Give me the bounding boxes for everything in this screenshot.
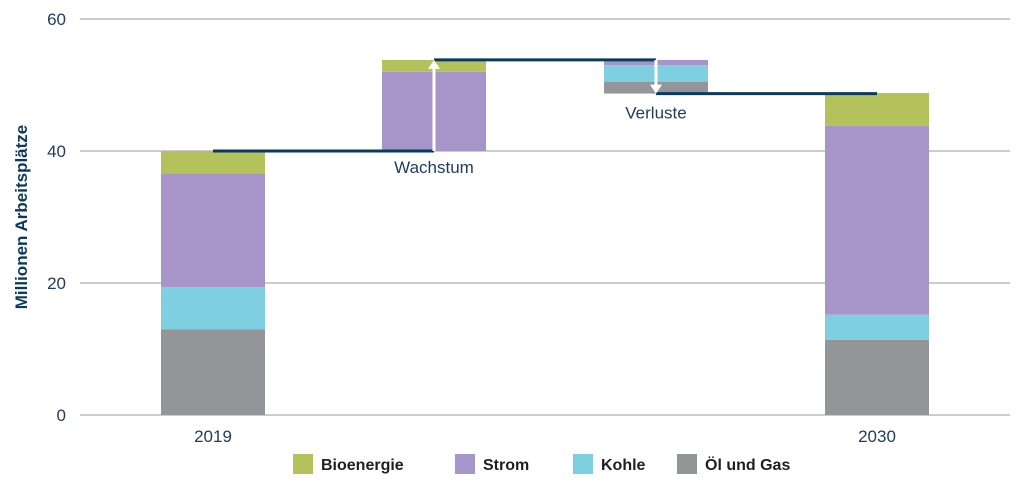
y-axis-ticks: 0 20 40 60 <box>47 10 66 425</box>
annotation-arrow-head <box>428 59 440 69</box>
bar-segment <box>825 314 929 340</box>
x-axis-ticks: 2019 2030 <box>194 427 896 446</box>
bar-segment <box>825 92 929 126</box>
bar-segment <box>161 286 265 330</box>
x-tick-label: 2030 <box>858 427 896 446</box>
annotations: Wachstum Verluste <box>394 59 687 177</box>
bar-segment <box>825 125 929 315</box>
annotation-label: Wachstum <box>394 158 474 177</box>
legend-swatch <box>455 454 475 474</box>
legend-label: Strom <box>483 457 529 474</box>
y-tick-label: 60 <box>47 10 66 29</box>
legend-swatch <box>293 454 313 474</box>
y-tick-label: 0 <box>57 406 66 425</box>
legend-label: Bioenergie <box>321 457 404 474</box>
bar-segment <box>161 173 265 287</box>
y-axis-label: Millionen Arbeitsplätze <box>12 125 31 310</box>
bars <box>161 59 929 415</box>
y-tick-label: 20 <box>47 274 66 293</box>
y-tick-label: 40 <box>47 142 66 161</box>
legend-swatch <box>573 454 593 474</box>
bar-segment <box>825 339 929 415</box>
legend: Bioenergie Strom Kohle Öl und Gas <box>293 454 790 474</box>
annotation-arrow-head <box>650 84 662 94</box>
annotation-label: Verluste <box>625 104 686 123</box>
legend-label: Kohle <box>601 457 646 474</box>
bar-segment <box>161 151 265 174</box>
legend-swatch <box>677 454 697 474</box>
legend-label: Öl und Gas <box>705 455 790 474</box>
x-tick-label: 2019 <box>194 427 232 446</box>
bar-segment <box>161 329 265 415</box>
connector-lines <box>213 58 877 153</box>
